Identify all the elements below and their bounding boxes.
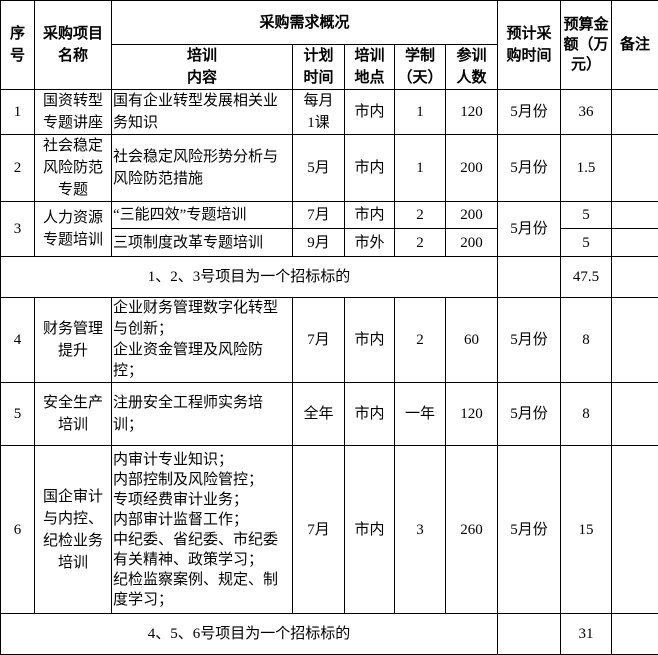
cell-seq: 5 xyxy=(1,383,35,446)
cell-place: 市内 xyxy=(345,90,395,135)
cell-name: 财务管理 提升 xyxy=(35,298,112,383)
table-row: 5 安全生产 培训 注册安全工程师实务培训； 全年 市内 一年 120 5月份 … xyxy=(1,383,658,446)
header-time: 计划 时间 xyxy=(293,45,345,90)
table-row: 3 人力资源 专题培训 “三能四效”专题培训 7月 市内 2 200 5月份 5 xyxy=(1,202,658,229)
cell-people: 60 xyxy=(446,298,498,383)
cell-people: 120 xyxy=(446,90,498,135)
cell-seq: 2 xyxy=(1,135,35,202)
cell-time: 7月 xyxy=(293,446,345,614)
cell-duration: 3 xyxy=(395,446,446,614)
cell-seq: 4 xyxy=(1,298,35,383)
header-budget: 预算金 额（万 元） xyxy=(561,1,612,90)
summary-budget: 31 xyxy=(561,614,612,655)
cell-content: 社会稳定风险形势分析与风险防范措施 xyxy=(112,135,293,202)
cell-remark xyxy=(612,614,658,655)
cell-duration: 一年 xyxy=(395,383,446,446)
cell-remark xyxy=(612,202,658,229)
header-people: 参训 人数 xyxy=(446,45,498,90)
table-row: 4 财务管理 提升 企业财务管理数字化转型与创新； 企业资金管理及风险防控； 7… xyxy=(1,298,658,383)
cell-content: 国有企业转型发展相关业务知识 xyxy=(112,90,293,135)
cell-purchase-time: 5月份 xyxy=(498,298,561,383)
cell-content: 注册安全工程师实务培训； xyxy=(112,383,293,446)
cell-content: 内审计专业知识； 内部控制及风险管控； 专项经费审计业务； 内部审计监督工作； … xyxy=(112,446,293,614)
header-name: 采购项目 名称 xyxy=(35,1,112,90)
cell-purchase-time: 5月份 xyxy=(498,135,561,202)
cell-content: 企业财务管理数字化转型与创新； 企业资金管理及风险防控； xyxy=(112,298,293,383)
cell-remark xyxy=(612,257,658,298)
cell-place: 市外 xyxy=(345,229,395,257)
cell-seq: 3 xyxy=(1,202,35,257)
cell-content: “三能四效”专题培训 xyxy=(112,202,293,229)
cell-people: 260 xyxy=(446,446,498,614)
summary-text: 4、5、6号项目为一个招标标的 xyxy=(1,614,498,655)
cell-seq: 6 xyxy=(1,446,35,614)
cell-purchase-time: 5月份 xyxy=(498,446,561,614)
cell-remark xyxy=(612,383,658,446)
header-duration: 学制 （天） xyxy=(395,45,446,90)
header-purchase-time: 预计采 购时间 xyxy=(498,1,561,90)
cell-duration: 2 xyxy=(395,229,446,257)
cell-time: 5月 xyxy=(293,135,345,202)
cell-purchase-time: 5月份 xyxy=(498,383,561,446)
cell-place: 市内 xyxy=(345,383,395,446)
cell-budget: 5 xyxy=(561,202,612,229)
cell-place: 市内 xyxy=(345,202,395,229)
cell-name: 国企审计与内控、纪检业务培训 xyxy=(35,446,112,614)
cell-budget: 8 xyxy=(561,383,612,446)
cell-duration: 1 xyxy=(395,90,446,135)
summary-blank xyxy=(498,614,561,655)
summary-row: 4、5、6号项目为一个招标标的 31 xyxy=(1,614,658,655)
summary-row: 1、2、3号项目为一个招标标的 47.5 xyxy=(1,257,658,298)
cell-time: 7月 xyxy=(293,202,345,229)
cell-name: 安全生产 培训 xyxy=(35,383,112,446)
cell-remark xyxy=(612,298,658,383)
cell-people: 200 xyxy=(446,229,498,257)
header-seq: 序 号 xyxy=(1,1,35,90)
cell-budget: 15 xyxy=(561,446,612,614)
cell-duration: 1 xyxy=(395,135,446,202)
cell-budget: 5 xyxy=(561,229,612,257)
table-row: 6 国企审计与内控、纪检业务培训 内审计专业知识； 内部控制及风险管控； 专项经… xyxy=(1,446,658,614)
header-remark: 备注 xyxy=(612,1,658,90)
cell-name: 国资转型 专题讲座 xyxy=(35,90,112,135)
header-content: 培训 内容 xyxy=(112,45,293,90)
cell-duration: 2 xyxy=(395,298,446,383)
cell-purchase-time: 5月份 xyxy=(498,202,561,257)
cell-time: 9月 xyxy=(293,229,345,257)
cell-budget: 1.5 xyxy=(561,135,612,202)
cell-content: 三项制度改革专题培训 xyxy=(112,229,293,257)
cell-time: 7月 xyxy=(293,298,345,383)
header-place: 培训 地点 xyxy=(345,45,395,90)
cell-remark xyxy=(612,90,658,135)
cell-time: 全年 xyxy=(293,383,345,446)
cell-remark xyxy=(612,229,658,257)
table-row: 1 国资转型 专题讲座 国有企业转型发展相关业务知识 每月 1课 市内 1 12… xyxy=(1,90,658,135)
cell-time: 每月 1课 xyxy=(293,90,345,135)
cell-remark xyxy=(612,446,658,614)
cell-name: 社会稳定 风险防范 专题 xyxy=(35,135,112,202)
cell-place: 市内 xyxy=(345,135,395,202)
cell-place: 市内 xyxy=(345,446,395,614)
cell-place: 市内 xyxy=(345,298,395,383)
cell-purchase-time: 5月份 xyxy=(498,90,561,135)
cell-budget: 36 xyxy=(561,90,612,135)
cell-remark xyxy=(612,135,658,202)
cell-people: 120 xyxy=(446,383,498,446)
summary-blank xyxy=(498,257,561,298)
cell-name: 人力资源 专题培训 xyxy=(35,202,112,257)
summary-text: 1、2、3号项目为一个招标标的 xyxy=(1,257,498,298)
table-row: 2 社会稳定 风险防范 专题 社会稳定风险形势分析与风险防范措施 5月 市内 1… xyxy=(1,135,658,202)
cell-seq: 1 xyxy=(1,90,35,135)
summary-budget: 47.5 xyxy=(561,257,612,298)
cell-duration: 2 xyxy=(395,202,446,229)
cell-people: 200 xyxy=(446,135,498,202)
cell-people: 200 xyxy=(446,202,498,229)
header-overview: 采购需求概况 xyxy=(112,1,498,45)
cell-budget: 8 xyxy=(561,298,612,383)
